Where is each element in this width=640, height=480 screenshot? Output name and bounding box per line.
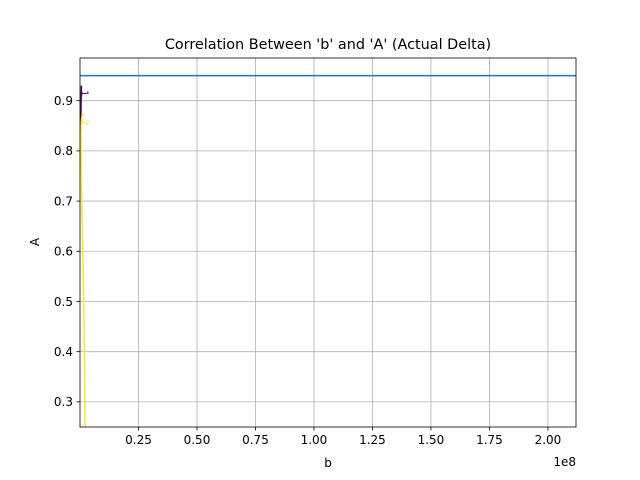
- x-tick-label: 2.00: [535, 433, 562, 447]
- chart-title: Correlation Between 'b' and 'A' (Actual …: [165, 37, 491, 53]
- x-tick-label: 1.75: [476, 433, 503, 447]
- y-tick-label: 0.4: [54, 345, 73, 359]
- y-tick-label: 0.5: [54, 295, 73, 309]
- y-tick-label: 0.8: [54, 144, 73, 158]
- x-tick-label: 1.50: [418, 433, 445, 447]
- y-tick-label: 0.9: [54, 94, 73, 108]
- x-axis-offset-label: 1e8: [553, 455, 576, 469]
- y-axis-title: A: [28, 237, 42, 246]
- y-tick-label: 0.6: [54, 245, 73, 259]
- x-tick-label: 1.00: [301, 433, 328, 447]
- data-series: [80, 74, 576, 427]
- contour-label-2: 2: [79, 119, 90, 125]
- x-tick-label: 1.25: [359, 433, 386, 447]
- y-tick-label: 0.7: [54, 194, 73, 208]
- x-tick-label: 0.25: [125, 433, 152, 447]
- y-tick-label: 0.3: [54, 395, 73, 409]
- plot-area: 1 2 0.25 0.50 0.75 1.00 1.25 1.50 1.75 2.00 0.3 0.4…: [54, 57, 577, 447]
- x-tick-label: 0.75: [242, 433, 269, 447]
- x-tick-label: 0.50: [184, 433, 211, 447]
- axes-frame: [79, 57, 577, 428]
- x-axis-title: b: [324, 456, 332, 470]
- contour-label-1: 1: [79, 90, 90, 96]
- contour-line-2: [80, 113, 86, 427]
